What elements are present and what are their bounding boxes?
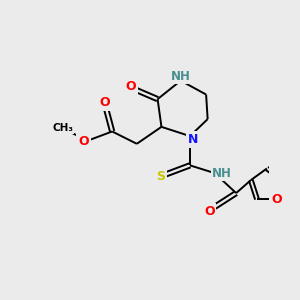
Text: NH: NH [212, 167, 232, 180]
Text: CH₃: CH₃ [52, 123, 74, 134]
Text: N: N [188, 133, 198, 146]
Text: O: O [99, 96, 110, 109]
Text: O: O [204, 205, 214, 218]
Text: O: O [125, 80, 136, 93]
Text: NH: NH [171, 70, 190, 83]
Text: O: O [272, 193, 282, 206]
Text: S: S [156, 170, 165, 183]
Text: O: O [78, 135, 89, 148]
